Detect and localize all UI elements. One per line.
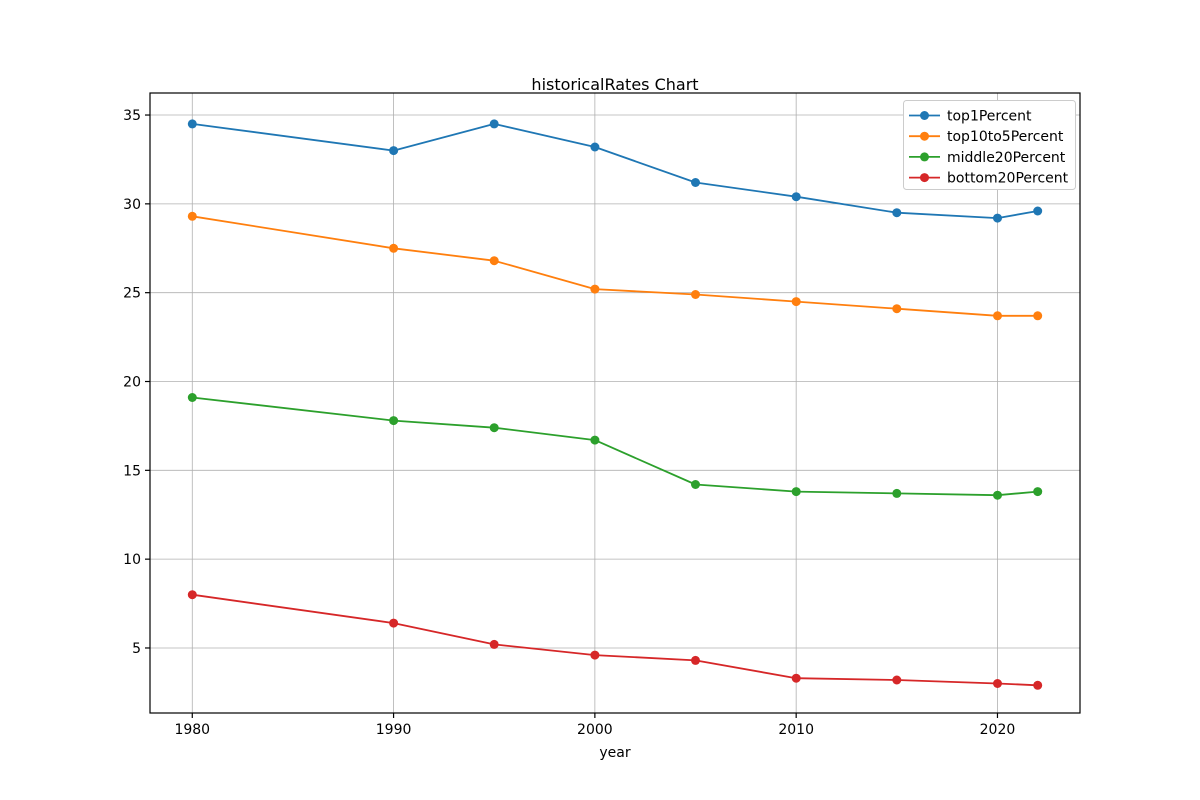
data-point-top10to5Percent-2000	[590, 284, 600, 294]
data-point-bottom20Percent-2015	[892, 675, 902, 685]
data-point-middle20Percent-2005	[691, 480, 700, 489]
data-point-top10to5Percent-1980	[187, 211, 197, 221]
data-point-top10to5Percent-2005	[691, 290, 700, 299]
y-tick-label-20: 20	[123, 375, 141, 391]
data-point-top1Percent-1995	[489, 119, 499, 129]
data-point-bottom20Percent-2000	[590, 650, 600, 660]
series-line-top10to5Percent	[191, 215, 1039, 317]
data-point-top1Percent-2005	[691, 178, 700, 187]
chart-title: historicalRates Chart	[531, 75, 698, 94]
legend-item-top10to5Percent: top10to5Percent	[909, 129, 1064, 145]
data-point-middle20Percent-2010	[791, 487, 801, 497]
legend-marker-top10to5Percent	[920, 131, 929, 141]
frame-layer	[149, 92, 1081, 714]
data-point-middle20Percent-2015	[892, 488, 902, 498]
data-point-bottom20Percent-1995	[489, 639, 499, 649]
data-point-middle20Percent-1990	[389, 416, 399, 426]
legend-item-top1Percent: top1Percent	[909, 109, 1032, 125]
data-point-middle20Percent-2022	[1033, 487, 1043, 497]
data-point-middle20Percent-1980	[187, 393, 197, 402]
data-point-middle20Percent-1995	[489, 423, 499, 433]
data-point-top1Percent-2015	[892, 208, 902, 218]
x-tick-label-1980: 1980	[174, 722, 210, 738]
legend-marker-middle20Percent	[920, 152, 929, 162]
data-point-top1Percent-1990	[389, 146, 399, 156]
y-tick-label-5: 5	[132, 641, 141, 657]
legend-item-middle20Percent: middle20Percent	[909, 150, 1066, 166]
data-point-middle20Percent-2020	[993, 490, 1002, 500]
data-point-bottom20Percent-2020	[993, 679, 1002, 688]
data-point-bottom20Percent-2005	[691, 655, 700, 665]
data-point-middle20Percent-2000	[590, 435, 600, 445]
series-line-bottom20Percent	[191, 593, 1039, 687]
x-axis-label: year	[599, 745, 630, 761]
legend-marker-bottom20Percent	[920, 173, 929, 183]
legend-marker-top1Percent	[920, 111, 929, 120]
data-point-top1Percent-2010	[791, 192, 801, 202]
data-point-top1Percent-2020	[993, 213, 1002, 223]
data-point-bottom20Percent-1990	[389, 618, 399, 628]
legend-label-top10to5Percent: top10to5Percent	[947, 129, 1064, 145]
data-point-top10to5Percent-1995	[489, 256, 499, 266]
y-tick-label-15: 15	[123, 463, 141, 479]
legend: top1Percent top10to5Percent middle20Percen…	[903, 100, 1076, 190]
y-tick-label-10: 10	[123, 552, 141, 568]
y-tick-label-30: 30	[123, 197, 141, 213]
data-point-top10to5Percent-2010	[791, 297, 801, 307]
x-tick-label-1990: 1990	[376, 722, 412, 738]
data-point-top1Percent-2022	[1033, 206, 1043, 216]
data-point-top10to5Percent-2015	[892, 304, 902, 314]
legend-box	[903, 100, 1076, 190]
x-tick-label-2000: 2000	[577, 722, 613, 738]
data-point-bottom20Percent-1980	[187, 590, 197, 600]
legend-label-bottom20Percent: bottom20Percent	[947, 171, 1069, 187]
y-tick-label-25: 25	[123, 286, 141, 302]
plot-frame	[149, 92, 1081, 714]
legend-label-top1Percent: top1Percent	[947, 109, 1032, 125]
data-point-bottom20Percent-2022	[1033, 680, 1043, 690]
x-tick-label-2010: 2010	[778, 722, 814, 738]
series-line-middle20Percent	[191, 396, 1039, 497]
data-point-bottom20Percent-2010	[791, 673, 801, 683]
tick-layer: 1980 1990 2000 2010 2020 5 10 15 20 25 30 35	[123, 108, 1015, 738]
series-layer	[187, 119, 1043, 690]
legend-item-bottom20Percent: bottom20Percent	[909, 171, 1069, 187]
data-point-top1Percent-2000	[590, 142, 600, 152]
data-point-top10to5Percent-1990	[389, 243, 399, 253]
y-tick-label-35: 35	[123, 108, 141, 124]
data-point-top10to5Percent-2022	[1033, 311, 1043, 321]
data-point-top1Percent-1980	[187, 119, 197, 129]
x-tick-label-2020: 2020	[980, 722, 1016, 738]
data-point-top10to5Percent-2020	[993, 311, 1002, 321]
legend-label-middle20Percent: middle20Percent	[947, 150, 1066, 166]
